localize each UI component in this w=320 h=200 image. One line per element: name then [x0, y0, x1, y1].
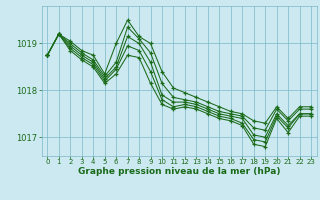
X-axis label: Graphe pression niveau de la mer (hPa): Graphe pression niveau de la mer (hPa) — [78, 167, 280, 176]
